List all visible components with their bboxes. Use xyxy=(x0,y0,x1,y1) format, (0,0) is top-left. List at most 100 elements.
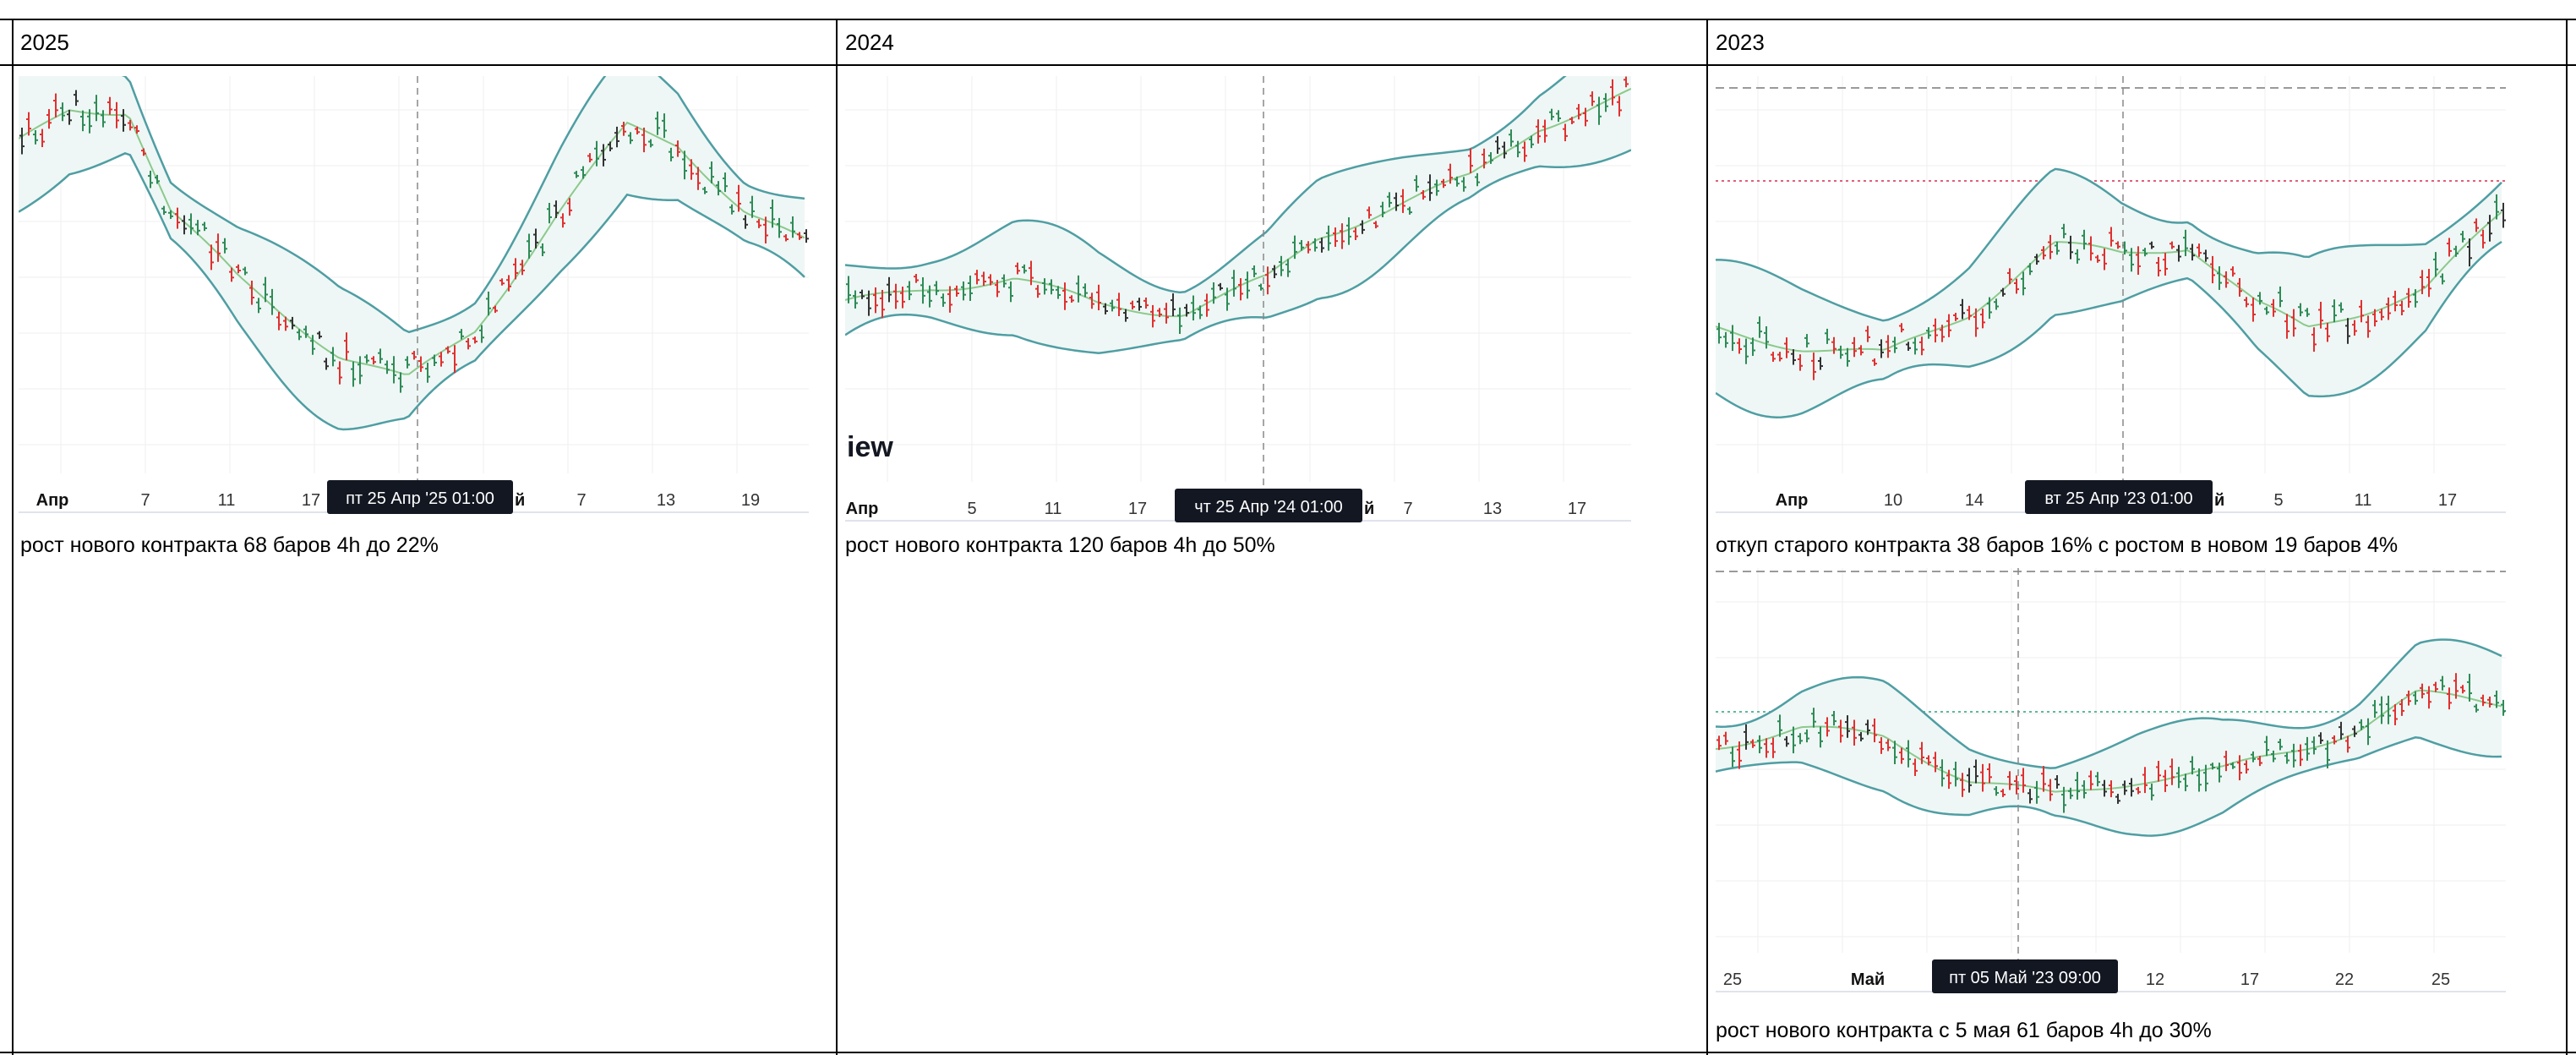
ohlc-bar xyxy=(1049,279,1054,295)
bollinger-band-fill xyxy=(1716,639,2502,836)
time-axis-tick-label: 7 xyxy=(140,491,150,510)
ohlc-bar xyxy=(2061,786,2066,813)
ohlc-bar xyxy=(614,126,619,148)
ohlc-bar xyxy=(696,167,701,190)
ohlc-bar xyxy=(1488,152,1493,164)
ohlc-bar xyxy=(1906,740,1911,768)
ohlc-bar xyxy=(2501,202,2506,228)
ohlc-bar xyxy=(2129,778,2134,797)
time-axis-tick-label: 12 xyxy=(2146,970,2164,989)
ohlc-bar xyxy=(1204,293,1209,317)
ohlc-bar xyxy=(1852,336,1857,358)
ohlc-bar xyxy=(371,356,376,365)
ohlc-bar xyxy=(412,351,417,360)
ohlc-bar xyxy=(222,238,227,254)
chart-2023-new-contract[interactable]: 25 Май 12 17 22 25 пт 05 Май '23 09:00 xyxy=(1716,568,2506,998)
ohlc-bar xyxy=(1333,227,1338,247)
time-axis-tick-label: й xyxy=(515,491,525,510)
ohlc-bar xyxy=(2082,229,2087,250)
chart-svg: Апр 10 14 й 5 11 17 вт 25 Апр '23 01:00 xyxy=(1716,76,2506,514)
ohlc-bar xyxy=(2217,763,2222,783)
ohlc-bar xyxy=(1757,316,1762,338)
bollinger-band-fill xyxy=(845,76,1631,353)
ohlc-bar xyxy=(783,234,789,242)
ohlc-bar xyxy=(1008,281,1013,303)
time-axis-tick-label: 7 xyxy=(576,491,586,510)
ohlc-bar xyxy=(243,266,248,276)
ohlc-bar xyxy=(2055,241,2060,255)
ohlc-bar xyxy=(1940,325,1945,342)
ohlc-bar xyxy=(324,358,329,370)
ohlc-bar xyxy=(1360,220,1365,234)
ohlc-bar xyxy=(1556,110,1561,123)
ohlc-bar xyxy=(2460,685,2465,694)
ohlc-bar xyxy=(101,110,106,128)
ohlc-bar xyxy=(195,220,200,236)
ohlc-bar xyxy=(53,93,58,118)
ohlc-bar xyxy=(1967,305,1972,320)
bollinger-basis-line xyxy=(845,88,1631,318)
ohlc-bar xyxy=(466,338,471,350)
ohlc-bar xyxy=(527,233,532,259)
ohlc-bar xyxy=(968,275,973,301)
ohlc-bar xyxy=(378,348,383,364)
ohlc-bar xyxy=(2163,769,2168,792)
ohlc-bar xyxy=(2372,309,2377,327)
time-axis-tick-label: 25 xyxy=(1723,970,1742,989)
ohlc-bar xyxy=(635,126,640,135)
ohlc-bar xyxy=(927,285,932,308)
ohlc-bar xyxy=(1872,358,1877,366)
header-2023: 2023 xyxy=(1716,30,1765,55)
chart-2024[interactable]: Апр 5 11 17 й 7 13 17 чт 25 Апр '24 01:00 xyxy=(845,76,1631,524)
column-divider-1 xyxy=(836,19,838,1055)
ohlc-bar xyxy=(934,281,939,296)
ohlc-bar xyxy=(1434,179,1439,196)
ohlc-bar xyxy=(1973,759,1978,784)
ohlc-bar xyxy=(1784,735,1789,747)
chart-2025[interactable]: Апр 7 11 17 й 7 13 19 пт 25 Апр '25 01:00 xyxy=(19,76,809,516)
ohlc-bar xyxy=(954,285,959,297)
ohlc-bar xyxy=(2257,292,2262,305)
ohlc-bar xyxy=(1987,763,1992,784)
ohlc-bar xyxy=(2264,735,2269,757)
ohlc-bar xyxy=(709,161,714,183)
ohlc-bar xyxy=(1777,352,1782,362)
ohlc-bar xyxy=(2210,255,2215,284)
ohlc-bar xyxy=(1933,752,1938,773)
ohlc-bar xyxy=(1549,108,1554,121)
ohlc-bar xyxy=(2109,227,2114,247)
ohlc-bar xyxy=(2453,245,2459,257)
ohlc-bar xyxy=(648,139,653,148)
ohlc-bar xyxy=(2386,695,2391,724)
ohlc-bar xyxy=(1919,741,1924,764)
ohlc-bar xyxy=(19,128,25,155)
ohlc-bar xyxy=(182,215,187,235)
ohlc-bar xyxy=(1387,192,1392,208)
ohlc-bar xyxy=(2224,271,2229,288)
bollinger-upper-line xyxy=(1716,638,2502,769)
ohlc-bar xyxy=(1035,285,1040,298)
column-divider-left xyxy=(12,19,14,1055)
ohlc-bar xyxy=(2467,238,2472,267)
time-axis-tick-label: Апр xyxy=(1776,491,1809,510)
ohlc-bar xyxy=(961,281,966,301)
bollinger-upper-line xyxy=(1716,167,2502,322)
ohlc-bar xyxy=(533,228,538,249)
ohlc-bar xyxy=(2075,249,2080,264)
time-axis-tick-label: 17 xyxy=(302,491,320,510)
ohlc-bar xyxy=(1946,314,1951,337)
ohlc-bar xyxy=(2075,772,2080,800)
ohlc-bar xyxy=(2447,687,2452,710)
chart-2023-old-contract[interactable]: Апр 10 14 й 5 11 17 вт 25 Апр '23 01:00 xyxy=(1716,76,2506,516)
ohlc-bar xyxy=(1522,141,1527,162)
ohlc-bar xyxy=(2379,696,2384,724)
ohlc-bar xyxy=(1380,201,1385,218)
time-axis-tick-label: 11 xyxy=(218,491,236,510)
ohlc-bar xyxy=(1346,217,1351,245)
ohlc-bar xyxy=(1879,737,1884,754)
crosshair-time-tooltip: чт 25 Апр '24 01:00 xyxy=(1175,489,1362,522)
ohlc-bar xyxy=(2257,756,2262,767)
ohlc-bar xyxy=(1448,163,1453,184)
ohlc-bar xyxy=(2359,299,2364,323)
